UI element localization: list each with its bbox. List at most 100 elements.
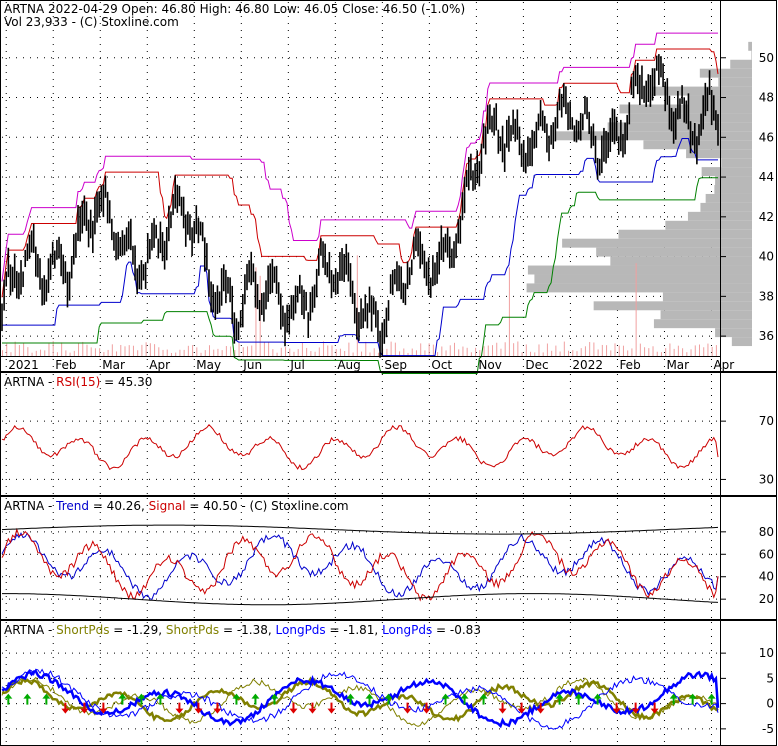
volume-bar <box>124 346 126 356</box>
volume-profile-bin <box>700 202 752 212</box>
volume-bar <box>441 346 443 356</box>
volume-bar <box>428 343 430 356</box>
volume-bar <box>568 350 570 356</box>
volume-profile-bin <box>715 328 752 338</box>
volume-bar <box>597 349 599 356</box>
volume-bar <box>665 348 667 356</box>
sell-arrow-icon <box>517 702 526 714</box>
volume-bar <box>82 341 84 356</box>
volume-bar <box>327 345 329 356</box>
volume-bar <box>238 343 240 356</box>
month-label: Nov <box>478 358 501 372</box>
volume-bar <box>352 352 354 356</box>
volume-bar <box>14 341 16 356</box>
volume-bar <box>65 350 67 356</box>
sell-arrow-icon <box>175 702 184 714</box>
volume-bar <box>149 343 151 356</box>
volume-profile-bin <box>610 256 752 266</box>
long-pds-line-2 <box>1 669 720 729</box>
volume-profile-bin <box>721 158 752 168</box>
sell-arrow-icon <box>650 702 659 714</box>
volume-bar <box>627 350 629 356</box>
y-tick-label: 80 <box>759 525 774 539</box>
volume-bar <box>128 345 130 356</box>
volume-bar <box>580 348 582 356</box>
volume-bar <box>403 348 405 356</box>
volume-bar <box>475 347 477 356</box>
volume-profile-bin <box>699 68 752 78</box>
trend-name: Trend <box>55 499 89 513</box>
volume-bar <box>669 343 671 356</box>
volume-bar <box>73 350 75 356</box>
month-label: Jun <box>242 358 262 372</box>
volume-profile-bin <box>643 140 752 150</box>
volume-profile-bin <box>705 193 752 203</box>
rsi-name: RSI(15) <box>56 375 100 389</box>
volume-bar <box>52 341 54 356</box>
month-label: Apr <box>713 358 734 372</box>
panel-frame <box>0 620 777 746</box>
volume-bar <box>513 343 515 356</box>
volume-bar <box>377 352 379 356</box>
y-tick-label: 0 <box>766 697 774 711</box>
volume-bar <box>103 352 105 356</box>
y-tick-label: 70 <box>759 414 774 428</box>
volume-bar <box>268 342 270 356</box>
volume-bar <box>479 350 481 356</box>
pds-item-1-name: ShortPds <box>56 623 109 637</box>
volume-bar <box>500 348 502 356</box>
buy-arrow-icon <box>346 693 355 705</box>
buy-arrow-icon <box>441 693 450 705</box>
buy-arrow-icon <box>251 693 260 705</box>
volume-bar <box>593 342 595 356</box>
volume-bar <box>35 350 37 356</box>
volume-bar <box>584 346 586 356</box>
price-bars <box>1 54 719 358</box>
volume-profile-bin <box>629 113 752 123</box>
trend-header: ARTNA - Trend = 40.26, Signal = 40.50 - … <box>4 499 349 513</box>
sell-arrow-icon <box>327 702 336 714</box>
pds-item-3-name: LongPds <box>276 623 326 637</box>
month-label: Aug <box>337 358 360 372</box>
volume-profile-bin <box>660 310 752 320</box>
volume-bar <box>542 352 544 356</box>
volume-bar <box>10 352 12 356</box>
volume-profile-bin <box>715 176 752 186</box>
volume-bar <box>644 347 646 356</box>
volume-bar <box>187 345 189 356</box>
volume-profile-bin <box>701 167 752 177</box>
indicator-lines <box>1 424 720 730</box>
volume-profile-bin <box>751 50 752 60</box>
volume-bar <box>390 341 392 356</box>
volume-bar <box>230 346 232 356</box>
buy-arrow-icon <box>232 693 241 705</box>
volume-bar <box>31 352 33 356</box>
sell-arrow-icon <box>194 702 203 714</box>
volume-bar <box>116 351 118 356</box>
volume-profile-bin <box>748 41 752 51</box>
volume-bar <box>715 345 717 356</box>
trend-upper-envelope <box>1 524 719 535</box>
volume-bar <box>660 352 662 356</box>
month-label: 2021 <box>8 358 39 372</box>
volume-bar <box>120 344 122 356</box>
volume-profile-bin <box>652 86 752 96</box>
volume-bar <box>521 352 523 356</box>
volume-bar <box>622 345 624 356</box>
volume-bar <box>652 346 654 356</box>
volume-bar <box>132 345 134 356</box>
volume-bar <box>394 342 396 356</box>
volume-bar <box>530 351 532 356</box>
volume-bar <box>234 350 236 356</box>
pds-item-2-name: ShortPds <box>166 623 219 637</box>
buy-arrow-icon <box>137 693 146 705</box>
volume-bar <box>158 347 160 356</box>
volume-bar <box>399 351 401 356</box>
volume-bar <box>437 352 439 356</box>
month-label: Feb <box>619 358 640 372</box>
y-tick-label: 20 <box>759 592 774 606</box>
sell-arrow-icon <box>631 702 640 714</box>
volume-profile-bin <box>555 131 752 141</box>
volume-bar <box>572 350 574 356</box>
buy-arrow-icon <box>4 693 13 705</box>
